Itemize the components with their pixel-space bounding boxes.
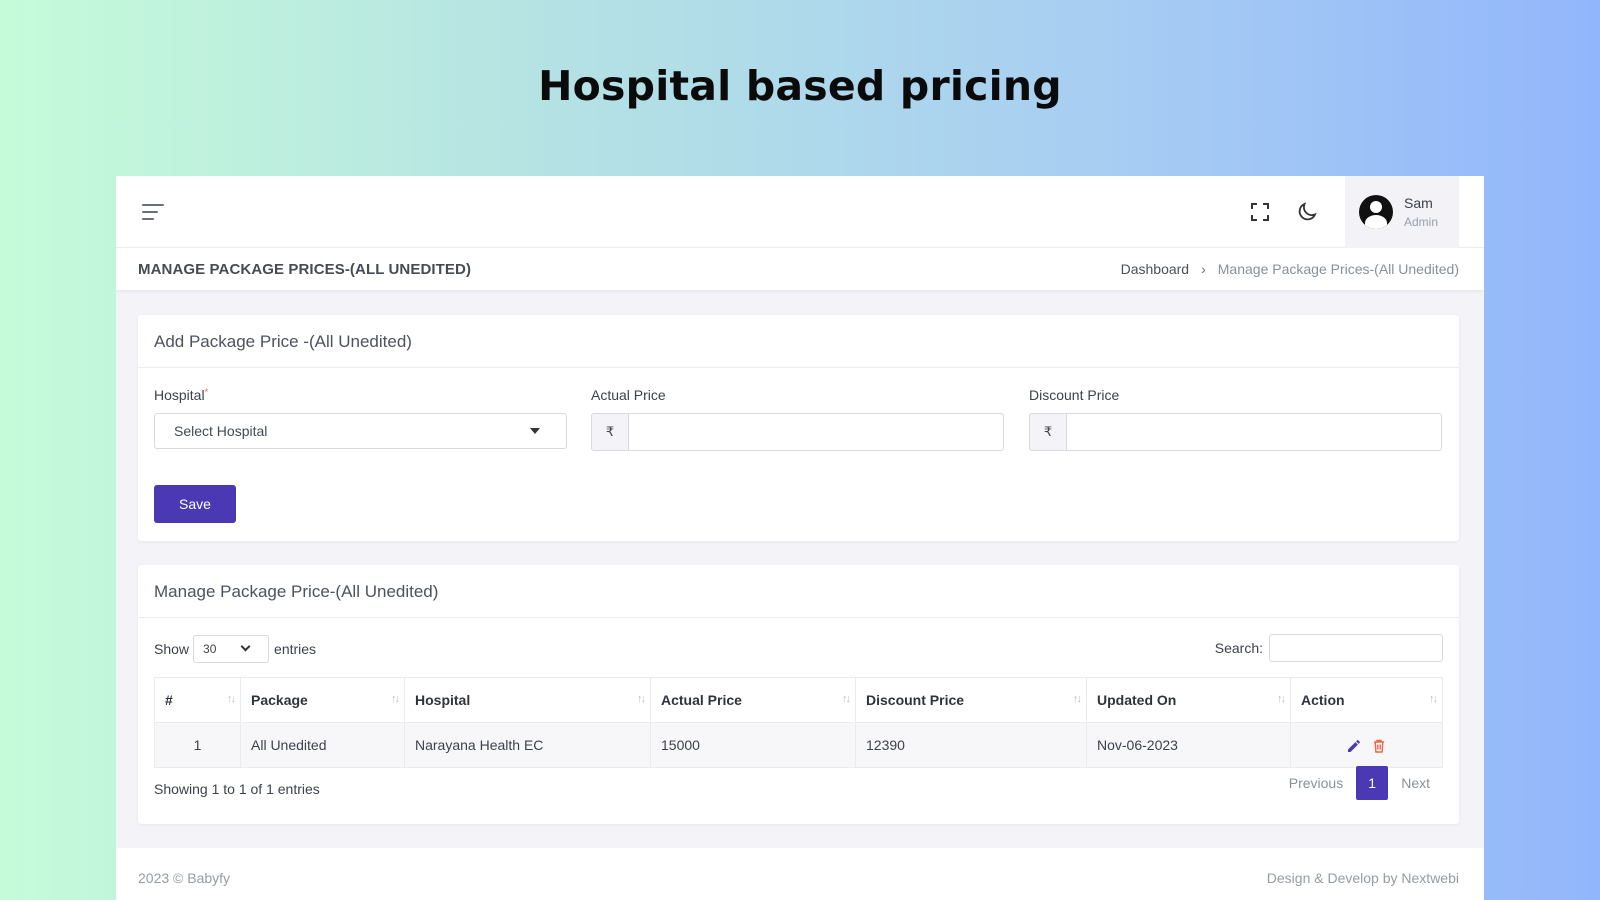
- delete-icon[interactable]: [1371, 738, 1387, 754]
- page-titlebar: MANAGE PACKAGE PRICES-(ALL UNEDITED) Das…: [116, 248, 1484, 290]
- user-name: Sam: [1404, 195, 1433, 211]
- app-window: Sam Admin MANAGE PACKAGE PRICES-(ALL UNE…: [116, 176, 1484, 900]
- sort-icon[interactable]: ↑↓: [842, 693, 851, 705]
- fullscreen-icon[interactable]: [1248, 200, 1272, 224]
- show-label: Show: [154, 641, 190, 657]
- hospital-label: Hospital*: [154, 387, 209, 403]
- prices-table: # ↑↓ Package ↑↓ Hospital ↑↓ Actual Price ↑↓ …: [154, 677, 1443, 768]
- cell-number: 1: [154, 722, 241, 768]
- col-updated-on[interactable]: Updated On ↑↓: [1086, 677, 1291, 723]
- caret-down-icon: [530, 428, 540, 434]
- entries-control: Show 30 entries: [154, 635, 316, 663]
- sort-icon[interactable]: ↑↓: [1073, 693, 1082, 705]
- user-menu[interactable]: Sam Admin: [1345, 176, 1459, 248]
- search-control: Search:: [1215, 634, 1443, 662]
- sort-icon[interactable]: ↑↓: [391, 693, 400, 705]
- sort-icon[interactable]: ↑↓: [1429, 693, 1438, 705]
- pagination-next[interactable]: Next: [1401, 775, 1430, 791]
- rupee-icon: ₹: [591, 413, 629, 451]
- save-button[interactable]: Save: [154, 485, 236, 523]
- breadcrumb-separator: ›: [1201, 261, 1206, 277]
- hospital-select[interactable]: Select Hospital: [154, 413, 567, 449]
- menu-icon[interactable]: [142, 204, 164, 220]
- discount-price-group: ₹: [1029, 413, 1442, 451]
- manage-price-card: Manage Package Price-(All Unedited) Show…: [138, 565, 1459, 824]
- table-row: 1 All Unedited Narayana Health EC 15000 …: [154, 722, 1443, 768]
- add-price-card: Add Package Price -(All Unedited) Hospit…: [138, 315, 1459, 541]
- user-role: Admin: [1404, 215, 1439, 229]
- required-mark: *: [204, 387, 209, 397]
- moon-icon[interactable]: [1295, 200, 1319, 224]
- col-number[interactable]: # ↑↓: [154, 677, 241, 723]
- col-package[interactable]: Package ↑↓: [240, 677, 405, 723]
- col-actual-price[interactable]: Actual Price ↑↓: [650, 677, 856, 723]
- actual-price-label: Actual Price: [591, 387, 666, 403]
- search-input[interactable]: [1269, 634, 1443, 662]
- actual-price-group: ₹: [591, 413, 1004, 451]
- discount-price-input[interactable]: [1067, 413, 1442, 451]
- page-title: MANAGE PACKAGE PRICES-(ALL UNEDITED): [138, 261, 472, 278]
- breadcrumb-dashboard[interactable]: Dashboard: [1120, 261, 1190, 277]
- entries-select[interactable]: 30: [193, 635, 270, 663]
- col-discount-price[interactable]: Discount Price ↑↓: [855, 677, 1087, 723]
- actual-price-input[interactable]: [629, 413, 1004, 451]
- sort-icon[interactable]: ↑↓: [227, 693, 236, 705]
- breadcrumb: Dashboard › Manage Package Prices-(All U…: [1121, 261, 1459, 277]
- add-price-heading: Add Package Price -(All Unedited): [138, 315, 1459, 368]
- discount-price-label: Discount Price: [1029, 387, 1120, 403]
- cell-hospital: Narayana Health EC: [404, 722, 651, 768]
- col-hospital[interactable]: Hospital ↑↓: [404, 677, 651, 723]
- table-header-row: # ↑↓ Package ↑↓ Hospital ↑↓ Actual Price ↑↓ …: [154, 677, 1443, 723]
- pagination-current-page[interactable]: 1: [1356, 766, 1389, 800]
- banner-title: Hospital based pricing: [538, 62, 1062, 110]
- breadcrumb-current: Manage Package Prices-(All Unedited): [1217, 261, 1459, 277]
- chevron-down-icon: [240, 641, 251, 652]
- search-label: Search:: [1214, 640, 1263, 656]
- edit-icon[interactable]: [1346, 738, 1362, 754]
- entries-label: entries: [274, 641, 317, 657]
- cell-updated-on: Nov-06-2023: [1086, 722, 1291, 768]
- col-action[interactable]: Action ↑↓: [1290, 677, 1443, 723]
- cell-discount-price: 12390: [855, 722, 1087, 768]
- topbar: Sam Admin: [116, 176, 1484, 248]
- pagination-previous[interactable]: Previous: [1288, 775, 1344, 791]
- cell-package: All Unedited: [240, 722, 405, 768]
- footer-credit: Design & Develop by Nextwebi: [1266, 870, 1459, 886]
- user-avatar-icon: [1359, 195, 1393, 229]
- cell-actual-price: 15000: [650, 722, 856, 768]
- cell-action: [1290, 722, 1443, 768]
- sort-icon[interactable]: ↑↓: [1277, 693, 1286, 705]
- footer-copyright: 2023 © Babyfy: [138, 870, 231, 886]
- manage-price-heading: Manage Package Price-(All Unedited): [138, 565, 1459, 618]
- footer: 2023 © Babyfy Design & Develop by Nextwe…: [116, 848, 1484, 900]
- sort-icon[interactable]: ↑↓: [637, 693, 646, 705]
- table-summary: Showing 1 to 1 of 1 entries: [154, 781, 320, 797]
- pagination: Previous 1 Next: [1276, 766, 1443, 800]
- rupee-icon: ₹: [1029, 413, 1067, 451]
